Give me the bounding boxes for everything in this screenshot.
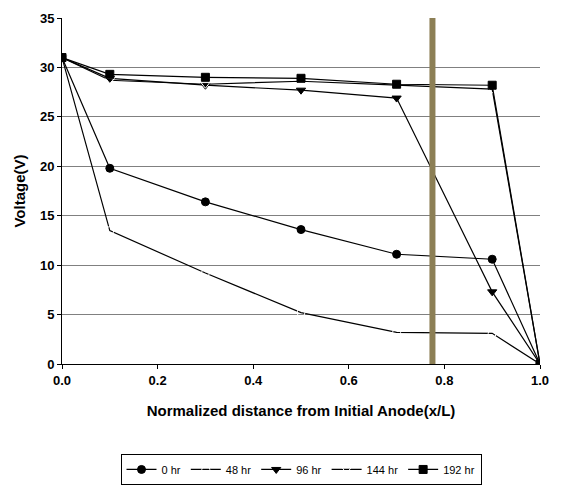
svg-text:1.0: 1.0: [531, 373, 549, 388]
svg-text:96 hr: 96 hr: [296, 464, 321, 476]
svg-text:0.0: 0.0: [53, 373, 71, 388]
svg-text:0.6: 0.6: [340, 373, 358, 388]
svg-text:Voltage(V): Voltage(V): [11, 154, 28, 227]
svg-text:10: 10: [40, 258, 54, 273]
svg-text:0.2: 0.2: [149, 373, 167, 388]
svg-text:144 hr: 144 hr: [367, 464, 399, 476]
svg-text:15: 15: [40, 208, 54, 223]
svg-text:0 hr: 0 hr: [162, 464, 181, 476]
svg-text:35: 35: [40, 11, 54, 26]
svg-text:Normalized distance from Initi: Normalized distance from Initial Anode(x…: [147, 402, 456, 419]
svg-text:0: 0: [47, 357, 54, 372]
svg-text:48 hr: 48 hr: [226, 464, 251, 476]
svg-text:0.4: 0.4: [244, 373, 263, 388]
svg-text:192 hr: 192 hr: [443, 464, 475, 476]
svg-text:5: 5: [47, 307, 54, 322]
svg-text:20: 20: [40, 159, 54, 174]
svg-text:30: 30: [40, 60, 54, 75]
svg-text:25: 25: [40, 109, 54, 124]
svg-text:0.8: 0.8: [435, 373, 453, 388]
